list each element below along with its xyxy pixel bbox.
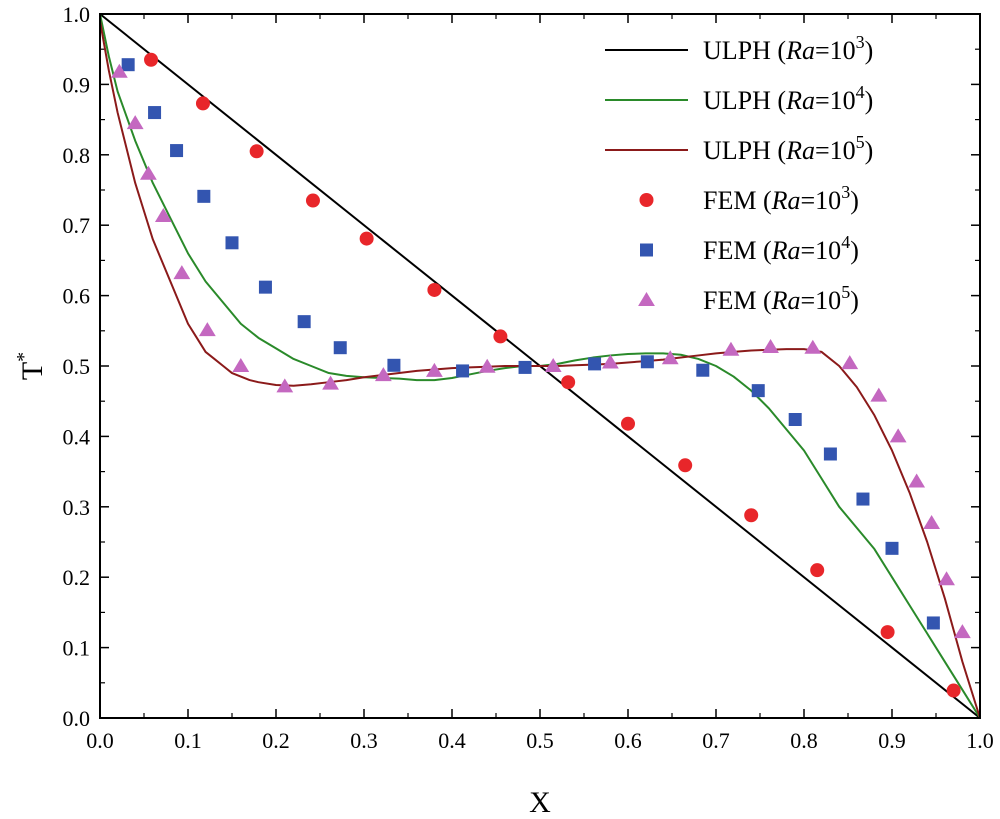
data-point-triangle bbox=[908, 473, 926, 488]
legend-label: FEM (Ra=103) bbox=[703, 182, 859, 215]
y-tick-label: 0.0 bbox=[63, 706, 91, 731]
data-point-circle bbox=[946, 683, 961, 698]
y-axis-title: T* bbox=[13, 352, 49, 380]
x-tick-label: 0.4 bbox=[438, 728, 466, 753]
data-point-square bbox=[197, 189, 211, 203]
data-point-square bbox=[588, 357, 602, 371]
legend-swatch-triangle bbox=[638, 292, 655, 306]
data-point-circle bbox=[880, 625, 895, 640]
y-tick-label: 0.4 bbox=[63, 424, 91, 449]
x-tick-label: 0.9 bbox=[878, 728, 906, 753]
plot-frame bbox=[99, 13, 981, 719]
y-tick-label: 0.2 bbox=[63, 565, 91, 590]
data-point-triangle bbox=[870, 387, 888, 402]
y-tick-label: 0.5 bbox=[63, 354, 91, 379]
data-point-square bbox=[170, 144, 184, 158]
data-point-square bbox=[297, 315, 311, 329]
data-point-square bbox=[333, 341, 347, 355]
data-point-square bbox=[258, 280, 272, 294]
data-point-triangle bbox=[478, 358, 496, 373]
y-tick-label: 0.7 bbox=[63, 213, 91, 238]
legend-swatch-square bbox=[640, 243, 653, 257]
data-point-circle bbox=[359, 231, 374, 246]
data-point-triangle bbox=[276, 378, 294, 393]
data-point-circle bbox=[249, 144, 264, 159]
data-point-square bbox=[640, 355, 654, 369]
data-point-circle bbox=[678, 458, 693, 473]
data-point-triangle bbox=[762, 338, 779, 353]
data-point-square bbox=[225, 236, 239, 250]
data-point-triangle bbox=[661, 350, 679, 365]
data-point-triangle bbox=[722, 341, 740, 356]
x-tick-label: 0.1 bbox=[174, 728, 202, 753]
data-point-triangle bbox=[110, 63, 128, 78]
y-tick-label: 0.8 bbox=[63, 143, 91, 168]
legend-label: ULPH (Ra=103) bbox=[703, 32, 873, 65]
legend-label: FEM (Ra=104) bbox=[703, 232, 859, 265]
data-point-square bbox=[788, 413, 802, 427]
data-point-triangle bbox=[173, 265, 191, 280]
data-point-triangle bbox=[804, 339, 822, 354]
data-point-triangle bbox=[954, 624, 971, 639]
legend-label: ULPH (Ra=105) bbox=[703, 132, 873, 165]
data-point-square bbox=[926, 616, 940, 630]
data-point-square bbox=[696, 363, 710, 377]
data-point-circle bbox=[195, 96, 210, 111]
data-point-triangle bbox=[426, 362, 443, 377]
y-tick-label: 1.0 bbox=[63, 2, 91, 27]
legend-label: FEM (Ra=105) bbox=[703, 282, 859, 315]
data-point-circle bbox=[810, 563, 825, 578]
x-axis-title: X bbox=[529, 786, 551, 819]
y-tick-label: 0.9 bbox=[63, 72, 91, 97]
data-point-square bbox=[518, 360, 532, 374]
legend-swatch-circle bbox=[639, 193, 654, 207]
data-point-triangle bbox=[841, 355, 859, 370]
data-point-circle bbox=[493, 329, 508, 344]
y-tick-label: 0.3 bbox=[63, 495, 91, 520]
data-point-square bbox=[148, 106, 162, 120]
data-point-triangle bbox=[602, 354, 619, 369]
data-point-circle bbox=[621, 416, 635, 431]
data-point-triangle bbox=[140, 165, 157, 180]
data-point-circle bbox=[144, 52, 159, 67]
x-tick-label: 0.7 bbox=[702, 728, 730, 753]
data-point-circle bbox=[561, 375, 576, 390]
x-tick-label: 0.3 bbox=[350, 728, 378, 753]
data-point-square bbox=[751, 384, 765, 398]
x-tick-label: 0.0 bbox=[86, 728, 114, 753]
data-point-square bbox=[456, 364, 470, 378]
data-point-square bbox=[387, 358, 401, 372]
data-point-triangle bbox=[938, 571, 955, 586]
data-point-triangle bbox=[154, 208, 172, 223]
x-tick-label: 0.5 bbox=[526, 728, 554, 753]
data-point-triangle bbox=[198, 322, 216, 337]
data-point-triangle bbox=[923, 514, 940, 529]
x-tick-label: 1.0 bbox=[966, 728, 994, 753]
data-point-triangle bbox=[889, 428, 907, 443]
y-tick-label: 0.6 bbox=[63, 284, 91, 309]
data-point-square bbox=[823, 447, 837, 461]
data-point-triangle bbox=[232, 358, 250, 372]
y-tick-label: 0.1 bbox=[63, 636, 91, 661]
data-point-triangle bbox=[544, 358, 562, 372]
legend-label: ULPH (Ra=104) bbox=[703, 82, 873, 115]
data-point-triangle bbox=[126, 115, 144, 130]
x-tick-label: 0.2 bbox=[262, 728, 290, 753]
x-tick-label: 0.6 bbox=[614, 728, 642, 753]
legend: ULPH (Ra=103) ULPH (Ra=104) ULPH (Ra=105) F… bbox=[605, 32, 873, 315]
data-point-circle bbox=[305, 193, 320, 208]
data-point-square bbox=[121, 58, 135, 72]
data-point-circle bbox=[744, 508, 759, 523]
x-tick-label: 0.8 bbox=[790, 728, 818, 753]
data-point-square bbox=[885, 541, 899, 555]
data-point-square bbox=[856, 492, 870, 506]
data-point-triangle bbox=[322, 375, 339, 390]
data-point-circle bbox=[427, 282, 442, 297]
data-point-triangle bbox=[374, 367, 392, 382]
